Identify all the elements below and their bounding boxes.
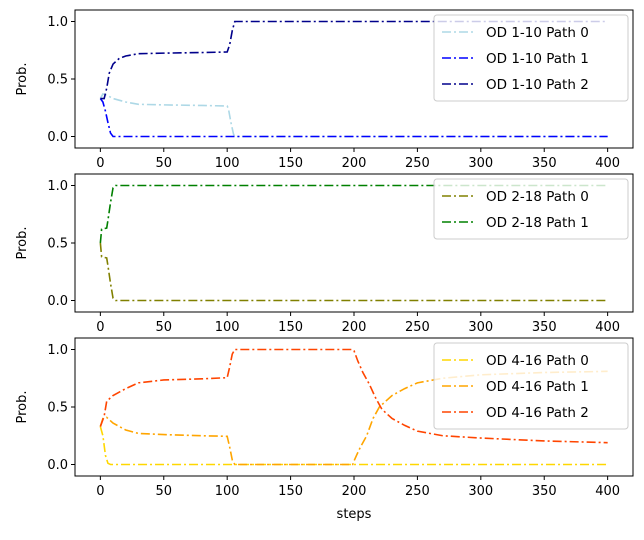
x-tick-label: 350	[532, 156, 557, 171]
x-tick-label: 50	[155, 320, 172, 335]
series-line-0	[99, 426, 608, 466]
series-line-1	[99, 370, 608, 466]
legend: OD 4-16 Path 0 OD 4-16 Path 1 OD 4-16 Path…	[433, 342, 629, 430]
y-tick-label: 1.0	[47, 179, 68, 194]
legend-label-0: OD 4-16 Path 0	[486, 353, 589, 369]
x-tick-label: 150	[278, 320, 303, 335]
legend-label-1: OD 2-18 Path 1	[486, 215, 589, 231]
series-line-0	[99, 242, 608, 302]
x-tick-label: 100	[215, 320, 240, 335]
x-tick-label: 50	[155, 484, 172, 499]
x-tick-label: 300	[468, 156, 493, 171]
legend: OD 1-10 Path 0 OD 1-10 Path 1 OD 1-10 Path…	[433, 14, 629, 102]
x-tick-label: 350	[532, 484, 557, 499]
y-axis-label: Prob.	[15, 226, 30, 259]
series-line-1	[99, 184, 608, 244]
y-tick-label: 0.0	[47, 294, 68, 309]
series-line-2	[99, 348, 608, 444]
x-tick-label: 150	[278, 156, 303, 171]
y-tick-label: 0.0	[47, 458, 68, 473]
x-tick-label: 100	[215, 484, 240, 499]
x-tick-label: 350	[532, 320, 557, 335]
x-tick-label: 250	[405, 484, 430, 499]
x-tick-label: 200	[342, 484, 367, 499]
y-tick-label: 0.5	[47, 401, 68, 416]
subplot-0: 0 50 100 150 200 250 300 350 400 0.0 0.5 1.0 Prob. OD…	[15, 9, 634, 171]
x-tick-label: 400	[595, 484, 620, 499]
x-axis-label: steps	[337, 507, 372, 522]
x-tick-label: 0	[96, 484, 104, 499]
y-tick-label: 1.0	[47, 343, 68, 358]
y-axis-label: Prob.	[15, 62, 30, 95]
legend-label-2: OD 4-16 Path 2	[486, 405, 589, 421]
x-tick-label: 300	[468, 320, 493, 335]
legend-label-1: OD 1-10 Path 1	[486, 51, 589, 67]
legend: OD 2-18 Path 0 OD 2-18 Path 1	[433, 178, 629, 240]
x-tick-label: 250	[405, 320, 430, 335]
x-tick-label: 150	[278, 484, 303, 499]
subplot-2: 0 50 100 150 200 250 300 350 400 0.0 0.5 1.0 Prob. st…	[15, 337, 634, 522]
legend-label-1: OD 4-16 Path 1	[486, 379, 589, 395]
x-tick-label: 100	[215, 156, 240, 171]
y-tick-label: 0.0	[47, 130, 68, 145]
x-tick-label: 300	[468, 484, 493, 499]
legend-label-0: OD 2-18 Path 0	[486, 189, 589, 205]
x-tick-label: 200	[342, 156, 367, 171]
y-tick-label: 0.5	[47, 237, 68, 252]
series-line-1	[99, 98, 608, 138]
legend-box	[433, 342, 629, 430]
y-tick-label: 1.0	[47, 15, 68, 30]
x-tick-label: 0	[96, 320, 104, 335]
x-tick-label: 50	[155, 156, 172, 171]
x-tick-label: 0	[96, 156, 104, 171]
legend-box	[433, 178, 629, 240]
x-tick-label: 200	[342, 320, 367, 335]
legend-label-0: OD 1-10 Path 0	[486, 25, 589, 41]
y-axis-label: Prob.	[15, 390, 30, 423]
x-tick-label: 400	[595, 320, 620, 335]
y-tick-label: 0.5	[47, 73, 68, 88]
legend-label-2: OD 1-10 Path 2	[486, 77, 589, 93]
legend-box	[433, 14, 629, 102]
x-tick-label: 250	[405, 156, 430, 171]
x-tick-label: 400	[595, 156, 620, 171]
subplot-1: 0 50 100 150 200 250 300 350 400 0.0 0.5 1.0 Prob. OD…	[15, 173, 634, 335]
